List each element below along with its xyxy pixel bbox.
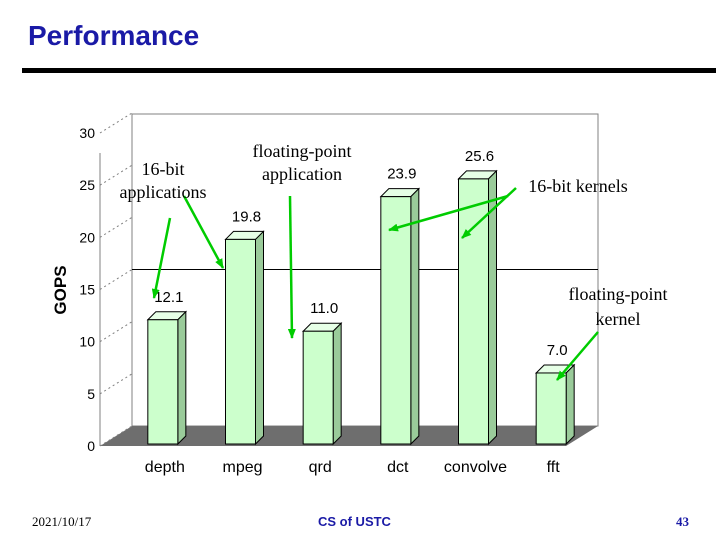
bar-side [332,322,342,446]
annotation-fp-app-line1: floating-point [253,141,352,161]
y-tick-label: 5 [87,386,95,402]
annotation-fp-kernel-line1: floating-point [569,284,668,304]
y-tick-label: 25 [79,177,95,193]
bar-mpeg [225,238,256,445]
data-label-qrd: 11.0 [310,300,338,317]
bar-convolve [458,178,489,445]
bar-side [410,187,420,446]
arrow-kernels-to-convolve [461,187,517,239]
data-label-fft: 7.0 [547,342,568,359]
x-tick-label-convolve: convolve [444,459,507,476]
bar-side [177,310,187,446]
footer-course: CS of USTC [318,514,391,529]
footer-page-number: 43 [676,514,689,529]
bar-fft [535,372,567,445]
data-label-depth: 12.1 [154,289,183,306]
bar-side [255,230,264,446]
y-tick-mark [99,216,133,238]
y-tick-mark [99,269,133,290]
y-tick-mark [99,321,133,343]
slide-title: Performance [28,20,200,51]
data-label-mpeg: 19.8 [232,208,261,225]
arrow-16bit-to-mpeg [182,195,225,269]
arrow-16bit-to-depth [151,217,172,299]
arrow-fp-to-qrd [287,195,296,339]
bar-qrd [302,330,334,445]
y-tick-mark [99,112,133,134]
x-tick-label-qrd: qrd [309,459,332,476]
bar-dct [380,196,412,445]
annotation-fp-app-line2: application [262,164,342,184]
x-tick-label-depth: depth [145,459,185,476]
y-tick-mark [99,373,133,395]
y-tick-label: 15 [79,282,95,298]
footer-date: 2021/10/17 [32,514,92,529]
annotation-16bit-apps-line2: applications [120,182,207,202]
x-tick-label-dct: dct [387,459,409,476]
y-tick-mark [99,425,133,447]
bar-side [565,363,575,446]
x-tick-label-fft: fft [547,459,561,476]
y-tick-label: 20 [79,229,95,245]
data-label-convolve: 25.6 [465,148,494,165]
y-tick-label: 10 [79,334,95,350]
arrow-kernels-to-dct [388,194,509,232]
data-label-dct: 23.9 [387,166,416,183]
y-axis-label: GOPS [51,265,70,314]
annotation-fp-kernel-line2: kernel [596,309,641,329]
y-tick-mark [99,164,133,186]
x-tick-label-mpeg: mpeg [222,459,262,476]
title-rule [22,68,716,73]
arrow-kernel-to-fft [556,331,599,381]
y-tick-label: 30 [79,125,95,141]
y-tick-label: 0 [87,438,95,454]
annotation-16bit-kernels: 16-bit kernels [528,176,627,196]
bar-depth [147,319,179,445]
annotation-16bit-apps-line1: 16-bit [142,159,185,179]
